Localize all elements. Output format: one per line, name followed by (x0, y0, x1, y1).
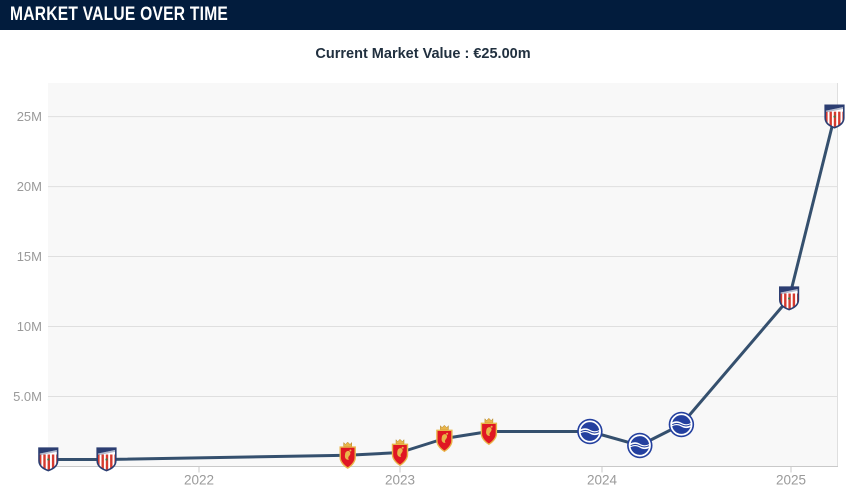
x-axis-label: 2025 (776, 473, 806, 488)
data-point-deportivo-alaves-crest-icon[interactable] (667, 411, 695, 438)
x-axis-label: 2023 (385, 473, 415, 488)
y-axis-label: 5.0M (13, 389, 42, 404)
y-axis-label: 20M (17, 179, 42, 194)
data-point-atletico-madrid-crest-icon[interactable] (38, 447, 59, 472)
x-axis-label: 2022 (184, 473, 214, 488)
y-axis-label: 10M (17, 319, 42, 334)
page-title: MARKET VALUE OVER TIME (10, 4, 229, 25)
data-point-deportivo-alaves-crest-icon[interactable] (576, 418, 604, 445)
x-axis-label: 2024 (587, 473, 618, 488)
plot-area[interactable] (48, 83, 838, 467)
y-axis-label: 25M (17, 109, 42, 124)
current-market-value-label: Current Market Value : €25.00m (315, 46, 531, 62)
y-axis-label: 15M (17, 249, 42, 264)
data-point-deportivo-alaves-crest-icon[interactable] (626, 432, 654, 459)
panel-header: MARKET VALUE OVER TIME (0, 0, 846, 30)
data-point-atletico-madrid-crest-icon[interactable] (96, 447, 117, 472)
